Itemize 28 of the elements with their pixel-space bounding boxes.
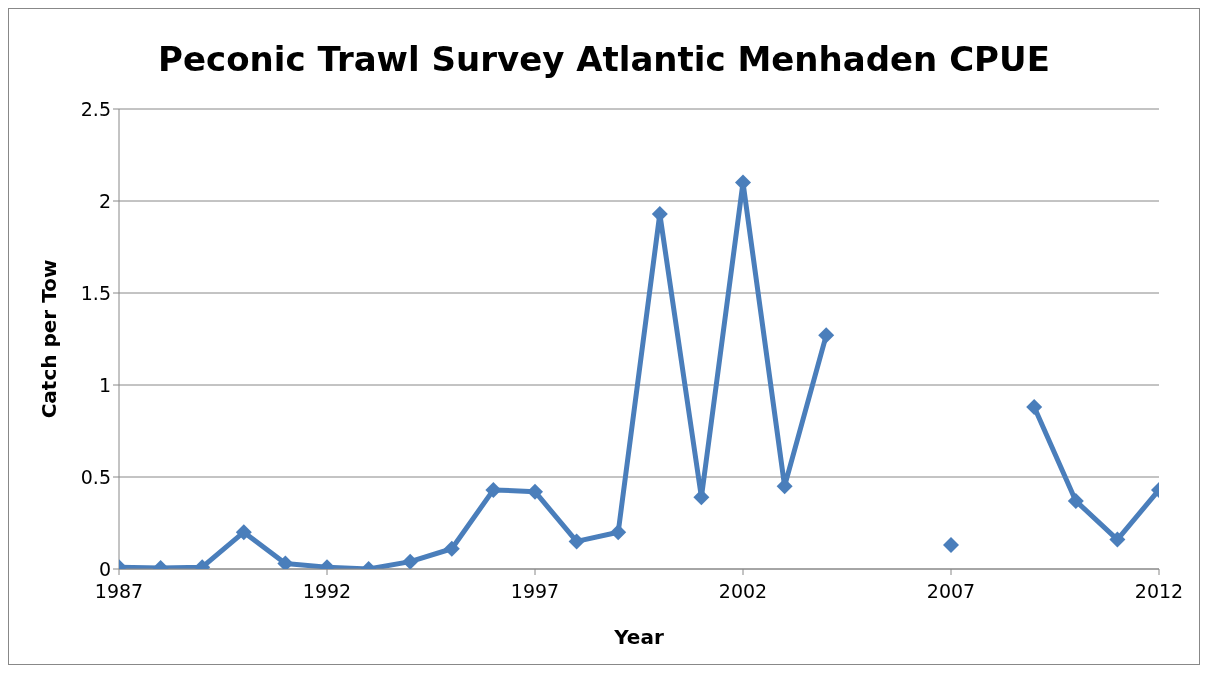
chart-title: Peconic Trawl Survey Atlantic Menhaden CPUE bbox=[157, 39, 1051, 79]
point bbox=[402, 553, 419, 569]
point bbox=[818, 327, 835, 344]
point bbox=[443, 540, 460, 557]
x-tick-label: 1992 bbox=[302, 580, 352, 603]
point bbox=[527, 483, 543, 500]
point bbox=[943, 537, 959, 554]
point bbox=[1026, 399, 1043, 416]
x-tick-label: 1987 bbox=[94, 580, 144, 603]
y-tick-label: 0 bbox=[98, 557, 111, 580]
x-tick-label: 2002 bbox=[718, 580, 768, 603]
y-tick-label: 2 bbox=[98, 189, 111, 212]
point bbox=[277, 555, 294, 569]
x-tick-label: 1997 bbox=[510, 580, 560, 603]
y-tick-label: 0.5 bbox=[80, 465, 111, 488]
y-tick-label: 1.5 bbox=[80, 281, 111, 304]
y-tick-label: 1 bbox=[98, 373, 111, 396]
x-tick-label: 2007 bbox=[926, 580, 976, 603]
x-tick-label: 2012 bbox=[1134, 580, 1184, 603]
x-axis-title: Year bbox=[613, 625, 664, 649]
y-axis-title: Catch per Tow bbox=[37, 259, 62, 419]
point bbox=[568, 533, 585, 550]
point bbox=[235, 524, 252, 541]
point bbox=[1109, 531, 1126, 548]
point bbox=[1067, 492, 1084, 509]
point bbox=[485, 481, 502, 498]
y-tick-label: 2.5 bbox=[80, 97, 111, 120]
point bbox=[610, 524, 627, 541]
